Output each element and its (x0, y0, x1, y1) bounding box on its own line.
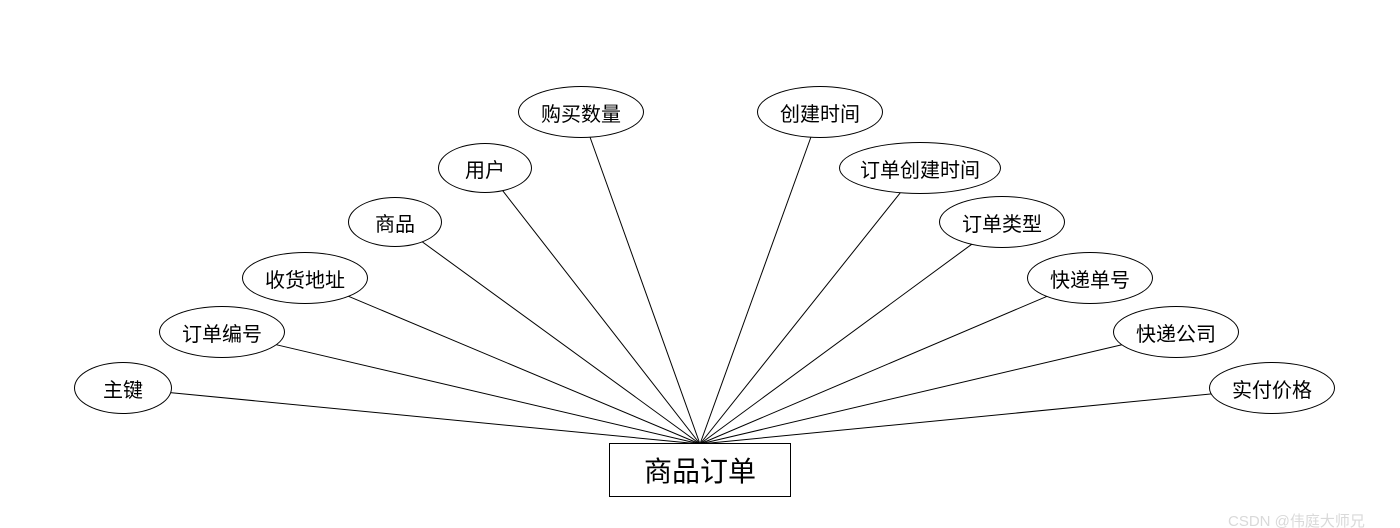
node-user: 用户 (438, 143, 532, 193)
node-label-express-no: 快递单号 (1050, 264, 1130, 293)
node-address: 收货地址 (242, 252, 368, 304)
edge-qty (590, 137, 700, 444)
edge-user (502, 190, 700, 444)
node-express-co: 快递公司 (1113, 306, 1239, 358)
node-label-create-time: 创建时间 (780, 98, 860, 127)
node-label-order-create: 订单创建时间 (860, 154, 980, 183)
node-express-no: 快递单号 (1027, 252, 1153, 304)
node-pk: 主键 (74, 362, 172, 414)
node-order-no: 订单编号 (159, 306, 285, 358)
edge-paid (700, 394, 1212, 444)
node-label-paid: 实付价格 (1232, 374, 1312, 403)
node-product: 商品 (348, 197, 442, 247)
edge-express-no (700, 296, 1047, 444)
node-label-express-co: 快递公司 (1136, 318, 1216, 347)
node-order-type: 订单类型 (939, 196, 1065, 248)
edge-pk (170, 393, 700, 444)
edge-create-time (700, 137, 811, 444)
node-label-qty: 购买数量 (541, 98, 621, 127)
node-create-time: 创建时间 (757, 86, 883, 138)
edge-product (422, 242, 700, 444)
watermark-text: CSDN @伟庭大师兄 (1228, 510, 1365, 528)
node-label-order-no: 订单编号 (182, 318, 262, 347)
node-qty: 购买数量 (518, 86, 644, 138)
node-label-address: 收货地址 (265, 264, 345, 293)
center-label: 商品订单 (644, 450, 756, 490)
node-label-order-type: 订单类型 (962, 208, 1042, 237)
node-paid: 实付价格 (1209, 362, 1335, 414)
node-label-product: 商品 (375, 208, 415, 237)
node-label-user: 用户 (465, 154, 505, 183)
node-order-create: 订单创建时间 (839, 142, 1001, 194)
edge-express-co (700, 345, 1122, 444)
edge-address (348, 296, 700, 444)
node-label-pk: 主键 (103, 374, 143, 403)
center-node: 商品订单 (609, 443, 791, 497)
edge-order-no (276, 345, 700, 444)
